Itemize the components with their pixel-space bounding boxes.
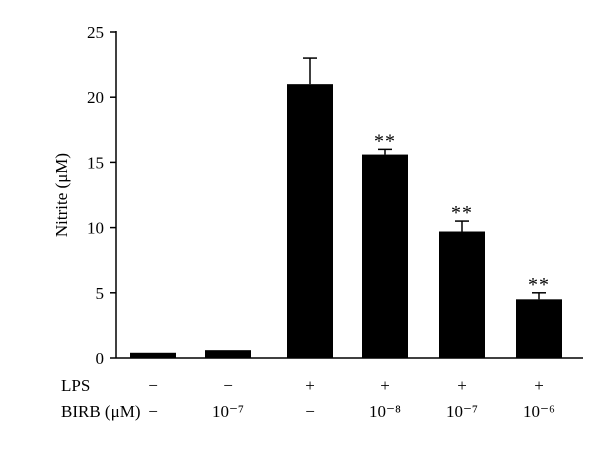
y-tick-label: 25 bbox=[87, 23, 104, 42]
condition-label: LPS bbox=[61, 376, 90, 395]
y-axis-title: Nitrite (μM) bbox=[52, 153, 71, 237]
bar bbox=[287, 84, 333, 358]
condition-value: 10⁻⁸ bbox=[369, 402, 401, 421]
significance-marker: ** bbox=[528, 274, 550, 296]
bar bbox=[205, 350, 251, 358]
y-tick-label: 0 bbox=[96, 349, 105, 368]
significance-marker: ** bbox=[374, 130, 396, 152]
labels: ******LPS − − + + + +BIRB (μM) −10⁻⁷ −10⁻⁸ 10⁻⁷ 10… bbox=[61, 130, 555, 421]
condition-value: − bbox=[305, 402, 315, 421]
condition-value: + bbox=[305, 376, 315, 395]
condition-value: + bbox=[534, 376, 544, 395]
y-tick-label: 20 bbox=[87, 88, 104, 107]
condition-label: BIRB (μM) bbox=[61, 402, 140, 421]
y-tick-label: 5 bbox=[96, 284, 105, 303]
axes: 0 5 10 15 20 25 Nitrite (μM) bbox=[52, 23, 583, 368]
y-tick-label: 15 bbox=[87, 153, 104, 172]
condition-value: − bbox=[223, 376, 233, 395]
bar bbox=[130, 352, 176, 358]
y-tick-label: 10 bbox=[87, 219, 104, 238]
condition-value: 10⁻⁷ bbox=[212, 402, 244, 421]
bar bbox=[362, 154, 408, 358]
significance-marker: ** bbox=[451, 202, 473, 224]
bars bbox=[130, 57, 562, 358]
condition-value: + bbox=[380, 376, 390, 395]
bar bbox=[439, 231, 485, 358]
bar bbox=[516, 299, 562, 358]
condition-value: 10⁻⁶ bbox=[523, 402, 555, 421]
condition-value: − bbox=[148, 376, 158, 395]
condition-value: − bbox=[148, 402, 158, 421]
condition-value: + bbox=[457, 376, 467, 395]
condition-value: 10⁻⁷ bbox=[446, 402, 478, 421]
